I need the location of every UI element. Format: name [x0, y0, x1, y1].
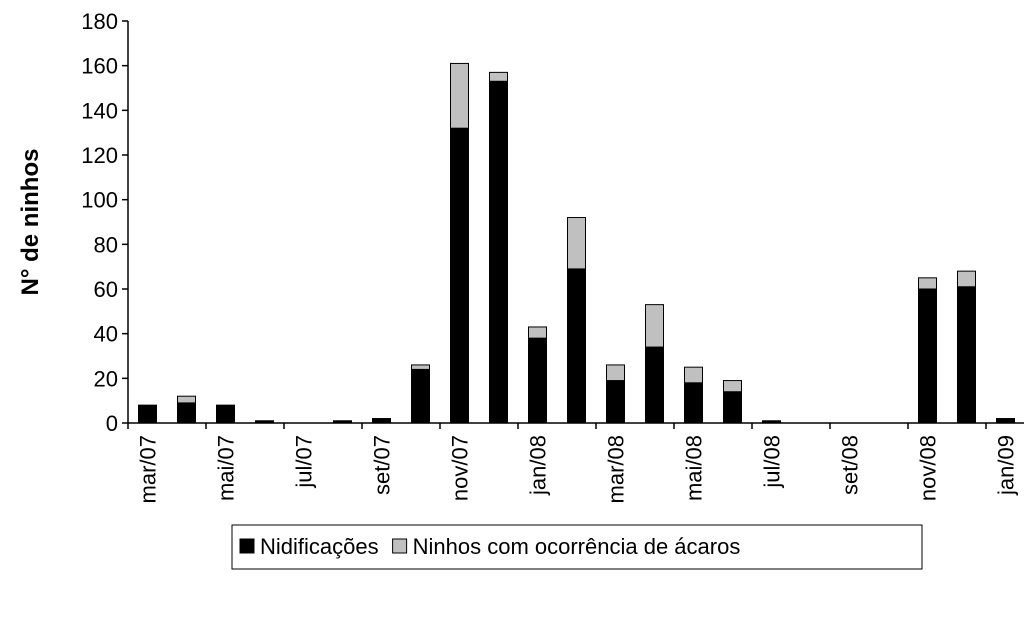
x-tick-label: jan/09	[994, 435, 1019, 496]
bar-segment	[996, 418, 1015, 424]
y-tick-label: 40	[94, 322, 118, 347]
bar-segment	[411, 368, 430, 424]
bar-segment	[528, 326, 547, 339]
x-tick-label: mai/07	[214, 435, 239, 501]
legend-swatch	[392, 538, 408, 554]
x-tick-label: mai/08	[682, 435, 707, 501]
y-tick-label: 20	[94, 366, 118, 391]
y-tick-label: 80	[94, 232, 118, 257]
bar-segment	[138, 404, 157, 424]
y-axis-label: N° de ninhos	[17, 149, 44, 296]
bar-segment	[918, 277, 937, 290]
x-tick-label: jul/07	[292, 435, 317, 489]
y-tick-label: 60	[94, 277, 118, 302]
bar-segment	[216, 404, 235, 424]
bar-segment	[723, 380, 742, 393]
bar-segment	[489, 71, 508, 82]
bar-segment	[957, 286, 976, 424]
bar-segment	[645, 346, 664, 424]
legend-label: Ninhos com ocorrência de ácaros	[413, 534, 741, 559]
bar-segment	[957, 270, 976, 288]
x-tick-label: nov/07	[448, 435, 473, 501]
y-tick-label: 120	[81, 143, 118, 168]
bar-segment	[177, 402, 196, 424]
x-tick-label: set/08	[838, 435, 863, 495]
bar-segment	[567, 268, 586, 424]
bar-segment	[606, 380, 625, 424]
y-tick-label: 180	[81, 9, 118, 34]
bar-segment	[372, 418, 391, 424]
bar-segment	[177, 395, 196, 404]
bar-segment	[528, 337, 547, 424]
bar-segment	[333, 420, 352, 424]
y-tick-label: 160	[81, 54, 118, 79]
y-tick-label: 100	[81, 188, 118, 213]
bar-segment	[450, 62, 469, 129]
y-tick-label: 0	[106, 411, 118, 436]
x-tick-label: jul/08	[760, 435, 785, 489]
bar-segment	[684, 366, 703, 384]
bar-segment	[723, 391, 742, 424]
bar-segment	[489, 80, 508, 424]
bar-segment	[918, 288, 937, 424]
y-tick-label: 140	[81, 98, 118, 123]
x-tick-label: mar/08	[604, 435, 629, 503]
legend-box	[231, 524, 923, 570]
bar-segment	[411, 364, 430, 370]
x-tick-label: mar/07	[136, 435, 161, 503]
bar-segment	[684, 382, 703, 424]
legend-swatch	[239, 538, 255, 554]
x-tick-label: set/07	[370, 435, 395, 495]
bar-segment	[606, 364, 625, 382]
x-tick-label: jan/08	[526, 435, 551, 496]
bar-segment	[255, 420, 274, 424]
x-tick-label: nov/08	[916, 435, 941, 501]
bar-segment	[645, 304, 664, 348]
bar-segment	[567, 217, 586, 270]
bar-segment	[450, 127, 469, 424]
bar-segment	[762, 420, 781, 424]
legend-label: Nidificações	[260, 534, 379, 559]
